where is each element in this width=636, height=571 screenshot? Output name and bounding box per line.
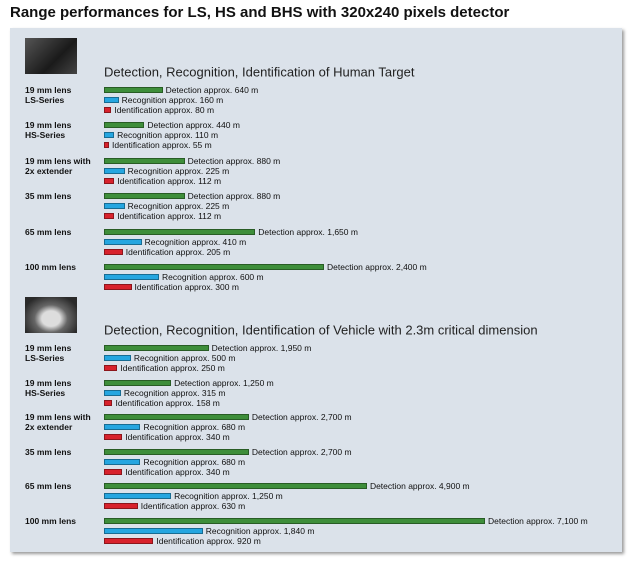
value-label: Identification approx. 55 m: [112, 140, 212, 151]
bar: [104, 238, 142, 245]
value-label: Identification approx. 920 m: [156, 536, 261, 546]
value-label: Detection approx. 880 m: [187, 155, 281, 166]
category-label: 100 mm lens: [25, 516, 77, 526]
value-label: Identification approx. 80 m: [114, 105, 215, 115]
value-label: Detection approx. 440 m: [147, 120, 240, 131]
category-label: 19 mm lens HS-Series: [25, 120, 72, 141]
value-label: Detection approx. 7,100 m: [488, 516, 588, 526]
value-label: Recognition approx. 160 m: [121, 95, 224, 105]
value-label: Detection approx. 4,900 m: [369, 481, 470, 492]
bar: [104, 493, 172, 500]
chart-title: Detection, Recognition, Identification o…: [104, 64, 415, 80]
value-label: Detection approx. 1,650 m: [258, 226, 358, 237]
panel: [10, 28, 622, 552]
bar: [104, 345, 209, 351]
bar: [104, 274, 159, 280]
bar: [104, 458, 141, 465]
bar: [104, 414, 249, 421]
bar: [104, 157, 185, 164]
bar: [104, 228, 256, 235]
bar: [104, 468, 123, 475]
bar: [104, 193, 185, 200]
bar: [104, 248, 123, 255]
category-label: 35 mm lens: [25, 191, 72, 202]
value-label: Recognition approx. 680 m: [143, 456, 246, 467]
value-label: Identification approx. 300 m: [134, 282, 239, 292]
bar: [104, 87, 163, 93]
category-label: 65 mm lens: [25, 481, 72, 492]
bar: [104, 528, 203, 534]
value-label: Detection approx. 2,400 m: [327, 262, 427, 272]
bar: [104, 213, 115, 220]
bar: [104, 434, 123, 441]
bar: [104, 107, 112, 113]
category-label: 19 mm lens LS-Series: [25, 343, 72, 363]
bar: [104, 518, 485, 524]
value-label: Detection approx. 880 m: [187, 191, 281, 202]
bar: [104, 203, 125, 210]
bar: [104, 483, 367, 490]
value-label: Recognition approx. 680 m: [143, 422, 246, 433]
value-label: Detection approx. 1,950 m: [211, 343, 312, 353]
bar: [104, 379, 172, 386]
bar: [104, 122, 145, 129]
bar: [104, 177, 115, 184]
value-label: Identification approx. 340 m: [125, 466, 230, 477]
value-label: Detection approx. 2,700 m: [251, 446, 352, 457]
value-label: Recognition approx. 410 m: [144, 236, 247, 247]
category-label: 65 mm lens: [25, 226, 72, 237]
value-label: Identification approx. 112 m: [117, 211, 222, 222]
value-label: Identification approx. 630 m: [140, 501, 246, 512]
value-label: Identification approx. 205 m: [125, 246, 231, 257]
value-label: Detection approx. 2,700 m: [251, 412, 352, 423]
value-label: Detection approx. 640 m: [165, 85, 259, 95]
bar: [104, 132, 115, 139]
category-label: 100 mm lens: [25, 262, 77, 272]
bar: [104, 538, 154, 544]
value-label: Identification approx. 250 m: [120, 363, 225, 373]
bar: [104, 167, 125, 174]
bar: [104, 448, 249, 455]
value-label: Recognition approx. 600 m: [162, 272, 264, 282]
bar: [104, 424, 141, 431]
bar: [104, 97, 119, 103]
value-label: Identification approx. 340 m: [125, 432, 230, 443]
value-label: Recognition approx. 1,250 m: [174, 491, 283, 502]
value-label: Detection approx. 1,250 m: [174, 377, 274, 388]
category-label: 35 mm lens: [25, 446, 72, 457]
value-label: Recognition approx. 315 m: [123, 387, 226, 398]
bar: [104, 264, 324, 270]
value-label: Recognition approx. 225 m: [127, 165, 230, 176]
value-label: Identification approx. 112 m: [117, 175, 222, 186]
value-label: Recognition approx. 1,840 m: [205, 526, 315, 536]
bar: [104, 389, 121, 396]
page-title: Range performances for LS, HS and BHS wi…: [10, 4, 510, 21]
bar: [104, 284, 132, 290]
value-label: Identification approx. 158 m: [115, 397, 220, 408]
chart-title: Detection, Recognition, Identification o…: [104, 322, 538, 338]
value-label: Recognition approx. 500 m: [133, 353, 236, 363]
value-label: Recognition approx. 110 m: [117, 130, 219, 141]
value-label: Recognition approx. 225 m: [127, 201, 230, 212]
category-label: 19 mm lens HS-Series: [25, 377, 72, 398]
bar: [104, 142, 110, 149]
bar: [104, 503, 138, 510]
human-thumbnail: [25, 38, 77, 74]
category-label: 19 mm lens with 2x extender: [25, 155, 91, 176]
vehicle-thumbnail: [25, 297, 77, 333]
bar: [104, 355, 131, 361]
bar: [104, 365, 118, 371]
bar: [104, 399, 113, 406]
category-label: 19 mm lens with 2x extender: [25, 412, 91, 433]
category-label: 19 mm lens LS-Series: [25, 85, 72, 105]
